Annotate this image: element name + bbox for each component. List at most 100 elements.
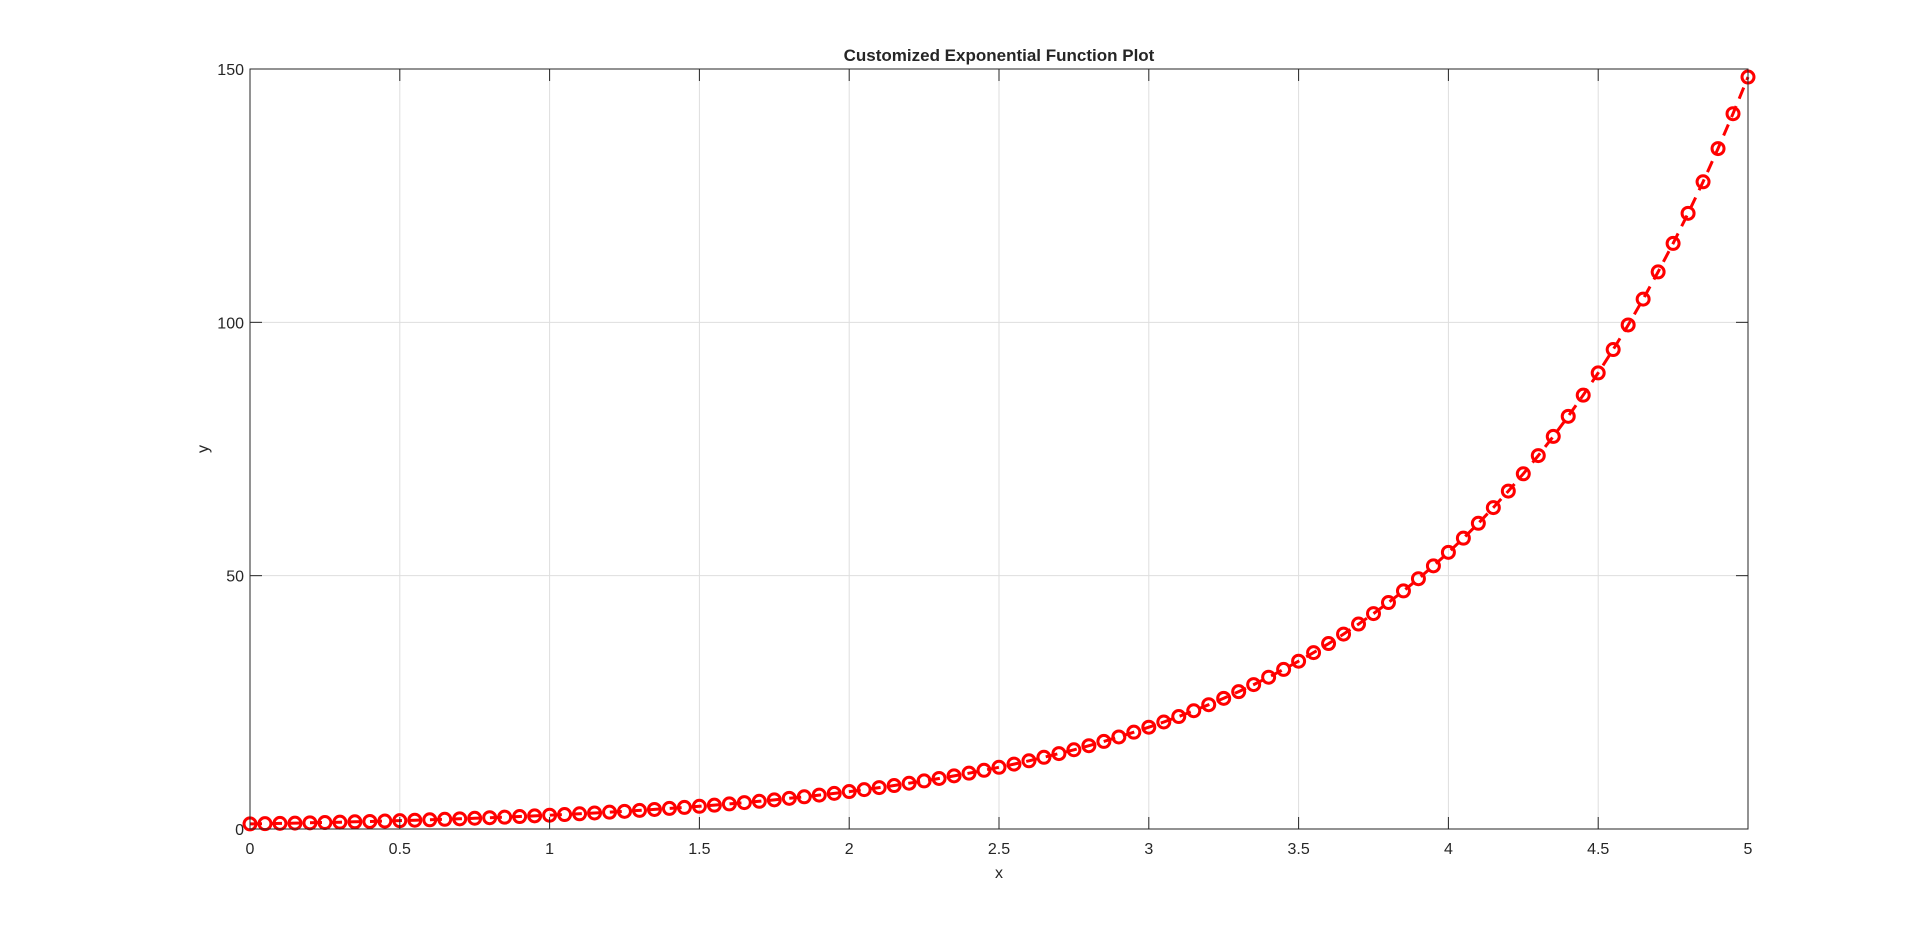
data-point (1276, 661, 1292, 677)
data-point (1366, 606, 1381, 622)
data-point (751, 793, 767, 809)
data-point (1006, 756, 1022, 772)
x-tick-label: 1 (545, 841, 554, 858)
data-point (1590, 365, 1606, 381)
data-point (1126, 724, 1142, 740)
x-tick-label: 0 (246, 841, 255, 858)
data-point (796, 789, 812, 805)
data-point (1336, 626, 1352, 642)
x-tick-label: 4.5 (1587, 841, 1609, 858)
data-point (362, 813, 378, 829)
data-point (1231, 684, 1247, 700)
data-point (587, 805, 603, 821)
x-tick-label: 1.5 (688, 841, 710, 858)
data-point (706, 797, 722, 813)
data-point (1246, 677, 1262, 693)
data-point (437, 811, 453, 827)
data-point (1620, 317, 1636, 333)
x-tick-label: 0.5 (389, 841, 411, 858)
data-point (901, 775, 917, 791)
data-point (1306, 645, 1322, 661)
data-point (781, 790, 797, 806)
data-point (1695, 174, 1711, 190)
data-point (1605, 342, 1621, 358)
data-point (946, 768, 962, 784)
x-tick-label: 5 (1744, 841, 1753, 858)
x-tick-label: 3 (1144, 841, 1153, 858)
data-point (1066, 742, 1082, 758)
data-point (1515, 466, 1531, 482)
data-point (347, 814, 363, 830)
x-tick-label: 2 (845, 841, 854, 858)
data-point (1725, 106, 1741, 122)
data-point (257, 816, 273, 832)
data-point (1395, 583, 1411, 599)
data-point (1216, 690, 1232, 706)
data-point (527, 808, 543, 824)
data-point (557, 807, 573, 823)
data-point (826, 785, 842, 801)
series-layer (242, 69, 1756, 832)
data-point (646, 801, 662, 817)
y-tick-label: 0 (235, 822, 244, 839)
data-point (931, 770, 947, 786)
data-point (512, 809, 528, 825)
data-point (1500, 483, 1516, 499)
data-point (1156, 714, 1172, 730)
data-point (1530, 448, 1546, 464)
data-point (661, 800, 677, 816)
data-point (766, 792, 782, 808)
data-point (1455, 530, 1471, 546)
data-point (1425, 558, 1441, 574)
data-point (1021, 753, 1037, 769)
data-point (1650, 264, 1666, 280)
chart-title: Customized Exponential Function Plot (844, 46, 1155, 65)
data-point (856, 782, 872, 798)
data-point (916, 773, 932, 789)
data-point (811, 787, 827, 803)
data-point (332, 814, 348, 830)
data-point (452, 811, 468, 827)
data-point (1111, 729, 1127, 745)
data-point (721, 796, 737, 812)
data-point (1560, 408, 1576, 424)
data-point (676, 799, 692, 815)
data-point (1470, 515, 1486, 531)
data-point (422, 812, 438, 828)
data-point (572, 806, 588, 822)
data-point (602, 804, 618, 820)
y-axis-label: y (195, 445, 212, 453)
data-point (482, 810, 498, 826)
data-point (991, 759, 1007, 775)
data-point (1545, 428, 1561, 444)
data-point (1710, 141, 1726, 157)
x-tick-label: 3.5 (1287, 841, 1309, 858)
data-point (841, 784, 857, 800)
data-point (1351, 616, 1367, 632)
data-point (467, 810, 483, 826)
y-tick-label: 100 (217, 315, 244, 332)
data-point (1410, 571, 1426, 587)
data-point (1186, 703, 1202, 719)
data-point (1680, 205, 1696, 221)
x-tick-label: 2.5 (988, 841, 1010, 858)
data-point (691, 798, 707, 814)
data-point (1171, 709, 1187, 725)
data-point (1665, 235, 1681, 251)
data-point (976, 762, 992, 778)
y-tick-label: 150 (217, 62, 244, 79)
data-point (886, 778, 902, 794)
y-tick-label: 50 (226, 569, 244, 586)
data-point (1036, 749, 1052, 765)
x-axis-label: x (995, 865, 1003, 882)
data-point (736, 795, 752, 811)
data-point (407, 812, 423, 828)
data-point (1051, 746, 1067, 762)
data-point (1380, 595, 1396, 611)
data-point (1321, 636, 1337, 652)
data-point (1096, 733, 1112, 749)
data-point (631, 802, 647, 818)
data-point (1081, 738, 1097, 754)
